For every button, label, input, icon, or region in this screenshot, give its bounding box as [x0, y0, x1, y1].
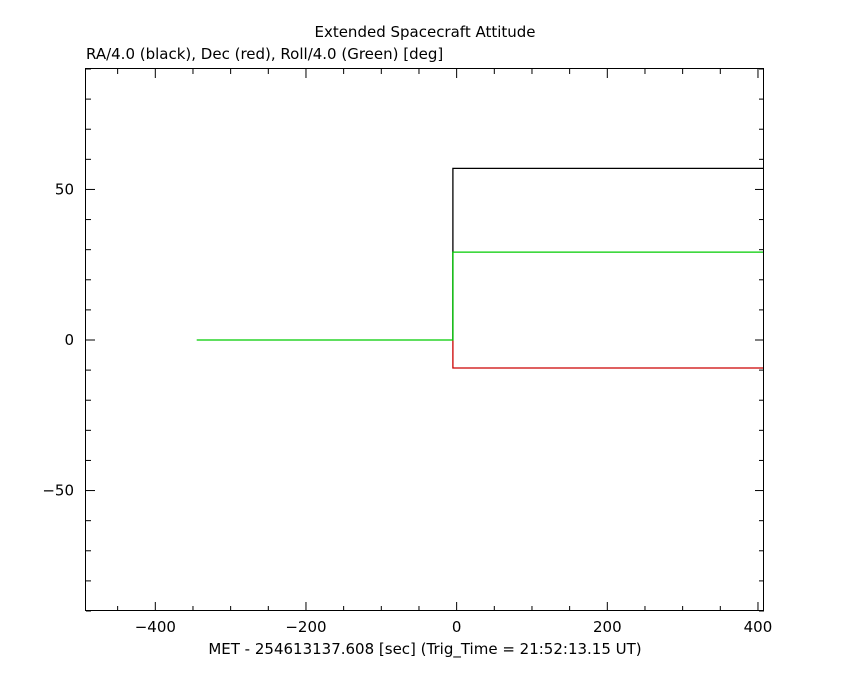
y-tick-label: 0: [64, 331, 74, 349]
series-line-2: [452, 340, 764, 369]
series-line-3: [196, 251, 764, 341]
x-axis-label: MET - 254613137.608 [sec] (Trig_Time = 2…: [208, 640, 642, 658]
x-tick-label: 400: [744, 618, 773, 636]
x-tick-label: 0: [452, 618, 462, 636]
plot-frame: [85, 68, 764, 611]
series-line-1: [452, 167, 764, 340]
y-tick-label: −50: [42, 482, 74, 500]
x-tick-label: −200: [285, 618, 326, 636]
chart-subtitle: RA/4.0 (black), Dec (red), Roll/4.0 (Gre…: [86, 45, 444, 63]
x-tick-label: 200: [593, 618, 622, 636]
chart-title: Extended Spacecraft Attitude: [314, 23, 536, 41]
x-tick-label: −400: [135, 618, 176, 636]
y-tick-label: 50: [55, 180, 74, 198]
